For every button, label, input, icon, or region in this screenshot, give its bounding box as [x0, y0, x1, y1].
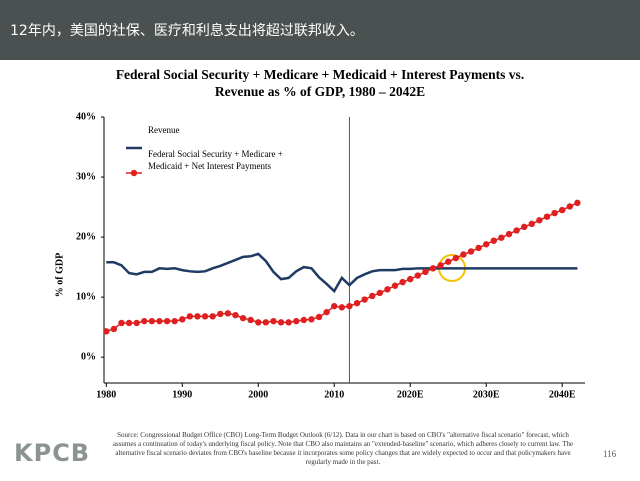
- data-point: [483, 241, 490, 248]
- data-point: [566, 203, 574, 210]
- legend-swatch: [130, 169, 138, 177]
- y-tick-label: 40%: [76, 111, 96, 122]
- data-point: [384, 286, 391, 293]
- y-tick-label: 30%: [76, 171, 96, 182]
- x-tick-label: 2010: [324, 389, 344, 400]
- data-point: [376, 289, 384, 297]
- data-point: [536, 217, 543, 224]
- data-point: [148, 317, 156, 325]
- y-tick-label: 10%: [76, 291, 96, 302]
- header-title: 12年内，美国的社保、医疗和利息支出将超过联邦收入。: [10, 23, 364, 39]
- data-point: [110, 325, 118, 333]
- series-line: [106, 252, 578, 294]
- data-point: [315, 313, 323, 321]
- y-tick-label: 0%: [81, 351, 96, 362]
- data-point: [498, 234, 505, 241]
- data-point: [118, 319, 125, 327]
- data-point: [300, 316, 308, 324]
- data-point: [232, 311, 239, 319]
- data-point: [399, 278, 406, 286]
- data-point: [285, 319, 292, 326]
- data-point: [361, 296, 368, 303]
- x-tick-label: 2030E: [473, 389, 500, 400]
- y-tick-label: 20%: [76, 231, 96, 242]
- header-band: 12年内，美国的社保、医疗和利息支出将超过联邦收入。: [0, 0, 640, 60]
- data-point: [551, 209, 558, 217]
- legend-label: Federal Social Security + Medicare + Med…: [148, 149, 283, 171]
- data-point: [521, 223, 528, 231]
- data-point: [255, 319, 262, 326]
- chart-title: Federal Social Security + Medicare + Med…: [115, 67, 525, 99]
- data-point: [201, 313, 209, 320]
- data-point: [429, 265, 437, 272]
- data-point: [209, 313, 216, 320]
- data-point: [422, 268, 429, 276]
- data-point: [574, 199, 581, 207]
- data-point: [513, 227, 520, 234]
- data-point: [346, 302, 353, 310]
- data-point: [308, 316, 315, 323]
- data-point: [186, 313, 194, 320]
- data-point: [293, 317, 300, 325]
- data-point: [528, 220, 536, 228]
- data-point: [467, 248, 475, 255]
- x-tick-label: 1990: [172, 389, 192, 400]
- source-note: Source: Congressional Budget Office (CBO…: [112, 431, 574, 466]
- data-point: [414, 272, 422, 279]
- page-number: 116: [603, 449, 617, 459]
- data-point: [179, 316, 186, 323]
- data-point: [559, 206, 566, 214]
- legend-label: Revenue: [148, 125, 180, 135]
- data-point: [239, 314, 247, 322]
- data-point: [163, 317, 171, 325]
- data-point: [353, 299, 361, 307]
- data-point: [133, 319, 140, 327]
- data-point: [407, 275, 414, 283]
- data-point: [369, 292, 376, 300]
- data-point: [156, 317, 163, 325]
- y-axis-label: % of GDP: [54, 253, 65, 297]
- data-point: [262, 319, 270, 326]
- x-tick-label: 2020E: [397, 389, 424, 400]
- data-point: [171, 317, 178, 325]
- data-point: [391, 282, 399, 289]
- data-point: [543, 213, 551, 220]
- data-point: [437, 262, 444, 269]
- data-point: [247, 316, 254, 324]
- data-point: [194, 313, 201, 320]
- logo: KPCB: [14, 439, 91, 467]
- data-point: [103, 328, 110, 335]
- data-point: [224, 310, 232, 317]
- data-point: [323, 308, 330, 316]
- x-tick-label: 2000: [248, 389, 268, 400]
- data-point: [460, 251, 467, 258]
- data-point: [445, 258, 452, 265]
- data-point: [270, 317, 277, 325]
- data-point: [277, 319, 285, 326]
- data-point: [338, 304, 346, 311]
- data-point: [475, 244, 482, 252]
- data-point: [490, 237, 498, 244]
- data-point: [217, 310, 224, 318]
- x-tick-label: 1980: [96, 389, 116, 400]
- data-point: [331, 302, 338, 310]
- x-tick-label: 2040E: [549, 389, 576, 400]
- data-point: [125, 319, 133, 327]
- data-point: [452, 254, 460, 262]
- data-point: [141, 317, 148, 325]
- data-point: [505, 230, 513, 238]
